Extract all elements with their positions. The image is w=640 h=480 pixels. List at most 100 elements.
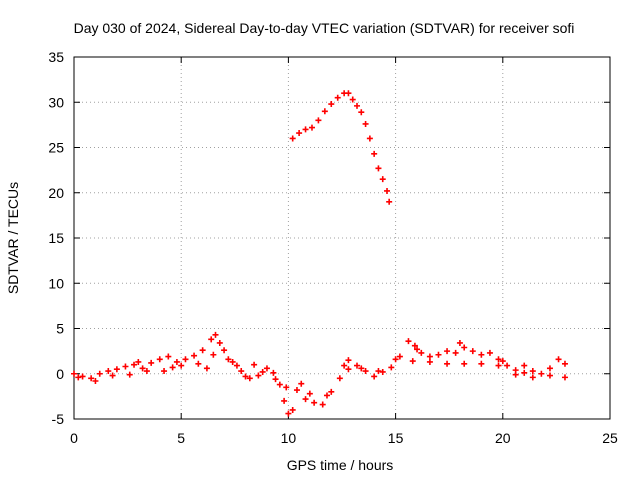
y-axis: -5 0 5 10 15 20 25 30 35 [48, 49, 610, 427]
data-point [229, 358, 236, 365]
data-point [386, 198, 393, 205]
chart-title: Day 030 of 2024, Sidereal Day-to-day VTE… [74, 20, 575, 36]
data-point [289, 135, 296, 142]
data-point [334, 94, 341, 101]
data-point [426, 358, 433, 365]
data-point [208, 336, 215, 343]
data-point [221, 347, 228, 354]
data-point [529, 374, 536, 381]
data-point [296, 130, 303, 137]
data-point [199, 347, 206, 354]
data-point [79, 373, 86, 380]
data-point [270, 369, 277, 376]
grid-lines [74, 57, 610, 419]
data-point [495, 356, 502, 363]
data-point [456, 339, 463, 346]
data-point [302, 126, 309, 133]
data-point [366, 135, 373, 142]
x-tick-label: 0 [70, 430, 78, 446]
y-axis-label: SDTVAR / TECUs [5, 182, 21, 294]
y-tick-label: 20 [48, 185, 64, 201]
data-point [504, 362, 511, 369]
data-point [251, 361, 258, 368]
x-tick-label: 20 [495, 430, 511, 446]
y-tick-label: -5 [52, 411, 65, 427]
data-point [283, 384, 290, 391]
data-point [92, 377, 99, 384]
data-point [444, 348, 451, 355]
data-point [358, 109, 365, 116]
data-point [478, 360, 485, 367]
data-point [375, 368, 382, 375]
data-point [345, 366, 352, 373]
data-point [255, 372, 262, 379]
data-point [203, 365, 210, 372]
data-point [521, 362, 528, 369]
data-point [321, 108, 328, 115]
data-point [561, 360, 568, 367]
data-point [486, 349, 493, 356]
data-point [143, 368, 150, 375]
data-point [210, 351, 217, 358]
data-point [113, 366, 120, 373]
data-point [328, 101, 335, 108]
data-point [323, 392, 330, 399]
data-point [109, 372, 116, 379]
data-point [371, 373, 378, 380]
data-point [182, 356, 189, 363]
data-point [315, 117, 322, 124]
data-point [546, 365, 553, 372]
data-point [238, 368, 245, 375]
x-axis-label: GPS time / hours [287, 457, 394, 473]
data-point [161, 368, 168, 375]
data-point [538, 370, 545, 377]
data-point [298, 380, 305, 387]
data-point [341, 362, 348, 369]
data-point [392, 356, 399, 363]
data-point [495, 362, 502, 369]
data-point [306, 390, 313, 397]
data-point [411, 342, 418, 349]
data-point [375, 165, 382, 172]
data-point [272, 376, 279, 383]
data-point [478, 351, 485, 358]
data-point [126, 371, 133, 378]
y-tick-label: 15 [48, 230, 64, 246]
data-point [362, 120, 369, 127]
data-point [426, 353, 433, 360]
data-point [345, 357, 352, 364]
data-point [388, 364, 395, 371]
data-point [354, 102, 361, 109]
data-point [276, 381, 283, 388]
data-point [384, 187, 391, 194]
data-point [546, 372, 553, 379]
data-point [233, 362, 240, 369]
y-tick-label: 35 [48, 49, 64, 65]
data-point [345, 90, 352, 97]
data-point [156, 356, 163, 363]
data-point [212, 331, 219, 338]
data-point [499, 358, 506, 365]
data-point [379, 368, 386, 375]
data-point [293, 387, 300, 394]
data-point [512, 371, 519, 378]
data-point [319, 401, 326, 408]
data-point [165, 353, 172, 360]
data-point [444, 360, 451, 367]
data-point [131, 361, 138, 368]
data-point [281, 397, 288, 404]
data-point [358, 365, 365, 372]
data-point [529, 368, 536, 375]
data-point [561, 374, 568, 381]
data-point [135, 358, 142, 365]
data-point [285, 410, 292, 417]
data-point [362, 368, 369, 375]
y-tick-label: 5 [56, 321, 64, 337]
data-point [461, 344, 468, 351]
y-tick-label: 0 [56, 366, 64, 382]
y-tick-label: 30 [48, 94, 64, 110]
data-point [302, 396, 309, 403]
data-point [409, 358, 416, 365]
data-point [259, 368, 266, 375]
